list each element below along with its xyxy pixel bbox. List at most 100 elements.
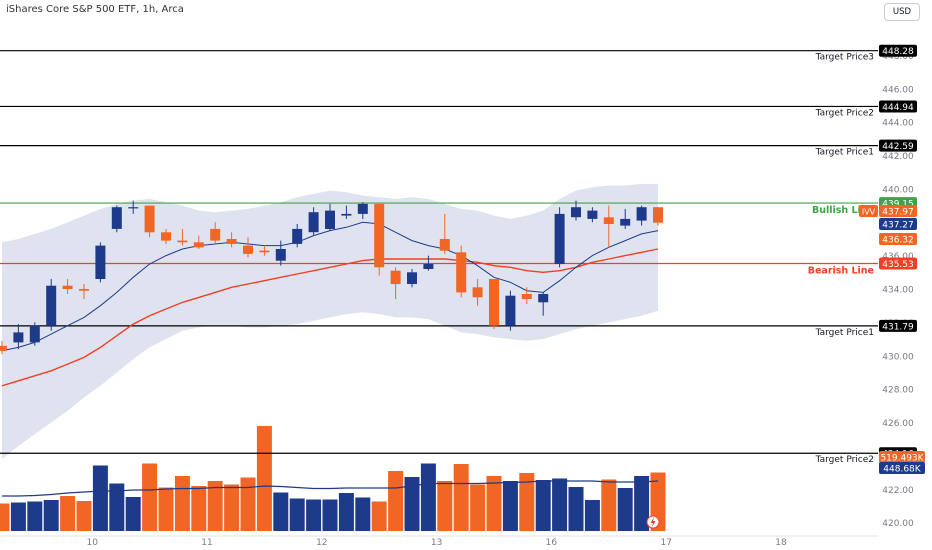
price-tag — [879, 205, 917, 217]
time-axis: 10 11 12 13 16 17 18 — [86, 538, 787, 548]
volume-bar — [142, 463, 158, 531]
volume-bar — [306, 499, 322, 531]
symbol-tag-text: IVV — [862, 208, 876, 217]
x-tick-label: 12 — [316, 538, 327, 548]
volume-bar — [420, 463, 436, 531]
level-tag-text: 439.15 — [882, 200, 914, 210]
candle-body — [259, 250, 270, 253]
candle-body — [407, 272, 417, 284]
volume-bar — [207, 481, 223, 531]
volume-bar — [470, 484, 486, 531]
x-tick-label: 13 — [431, 538, 442, 548]
level-tag — [879, 100, 917, 113]
candle-body — [472, 287, 483, 298]
chart-title: iShares Core S&P 500 ETF, 1h, Arca — [6, 4, 184, 15]
volume-bar — [27, 501, 43, 531]
volume-bar — [240, 477, 256, 531]
candle-body — [620, 218, 631, 226]
candle-body — [341, 213, 352, 216]
candle-body — [111, 207, 122, 229]
candle-body — [554, 213, 565, 264]
currency-button[interactable]: USD — [884, 3, 920, 21]
volume-bar — [584, 500, 600, 531]
volume-bar — [174, 476, 190, 531]
price-tag-text: 437.97 — [882, 208, 914, 218]
x-tick-label: 16 — [546, 538, 558, 548]
volatility-band — [2, 183, 658, 460]
candle-body — [193, 242, 204, 248]
y-tick-label: 426.00 — [882, 419, 914, 429]
volume-bar — [437, 481, 453, 531]
volume-bar — [453, 464, 469, 531]
y-tick-label: 442.00 — [882, 152, 914, 162]
volume-ma-line — [2, 480, 659, 497]
candle-body — [538, 294, 549, 303]
x-tick-label: 11 — [201, 538, 212, 548]
volume-bar — [568, 487, 584, 531]
candle-body — [325, 210, 335, 229]
level-tag-text: 431.79 — [882, 322, 914, 332]
candle-body — [226, 239, 237, 244]
volume-bar — [191, 486, 207, 531]
y-tick-label: 430.00 — [882, 352, 914, 362]
candle-body — [144, 205, 155, 233]
candle-body — [439, 239, 450, 251]
volume-bar — [338, 493, 354, 531]
level-tag — [879, 257, 917, 270]
candle-body — [275, 249, 286, 261]
candle-body — [46, 285, 57, 326]
candle-body — [243, 245, 253, 254]
lightning-icon[interactable] — [646, 515, 660, 529]
candle-body — [521, 294, 532, 299]
candle-body — [571, 207, 581, 218]
volume-bar — [43, 500, 59, 531]
volume-bar — [273, 492, 289, 531]
volume-bar — [224, 484, 240, 531]
y-tick-label: 428.00 — [882, 386, 914, 396]
candle-body — [95, 245, 106, 279]
candle-body — [161, 232, 171, 241]
level-tag — [879, 319, 917, 332]
volume-bars — [0, 426, 666, 531]
volume-tag-text: 519.493K — [880, 454, 924, 464]
candle-body — [603, 217, 614, 224]
volume-bar — [60, 496, 76, 531]
candle-body — [357, 203, 368, 214]
candle-body — [0, 345, 7, 351]
level-tag — [879, 44, 917, 57]
candle-body — [653, 207, 663, 223]
candle-body — [128, 207, 139, 209]
level-label: Target Price1 — [815, 328, 874, 338]
volume-bar — [371, 501, 387, 531]
candle-body — [292, 228, 303, 244]
candle-body — [390, 270, 401, 285]
volume-tag — [879, 462, 925, 474]
candle-body — [62, 285, 73, 289]
candle-body — [177, 240, 188, 243]
volume-bar — [601, 479, 617, 531]
lightning-icon-bolt — [650, 517, 656, 527]
y-tick-label: 440.00 — [882, 185, 914, 195]
volume-bar — [92, 465, 108, 531]
volume-tag — [879, 451, 925, 463]
volume-bar — [256, 426, 272, 531]
x-tick-label: 18 — [775, 538, 787, 548]
volume-bar — [535, 480, 551, 531]
candle-body — [308, 212, 319, 233]
candle-body — [587, 210, 598, 219]
level-label: Target Price2 — [815, 455, 874, 465]
price-axis: 420.00422.00424.00426.00428.00430.00432.… — [859, 44, 925, 529]
candle-body — [79, 289, 89, 291]
volume-bar — [355, 497, 371, 531]
volume-bar — [486, 476, 502, 531]
level-tag-text: 435.53 — [882, 260, 914, 270]
level-label: Target Price2 — [815, 108, 874, 118]
candle-body — [423, 264, 434, 269]
y-tick-label: 436.00 — [882, 252, 914, 262]
volume-bar — [634, 476, 650, 531]
level-lines: Target Price3 Target Price2 Target Price1 B… — [0, 50, 878, 465]
level-label: Bullish Line — [812, 205, 874, 216]
level-label: Target Price1 — [815, 148, 874, 158]
volume-tag-text: 448.68K — [883, 465, 921, 475]
